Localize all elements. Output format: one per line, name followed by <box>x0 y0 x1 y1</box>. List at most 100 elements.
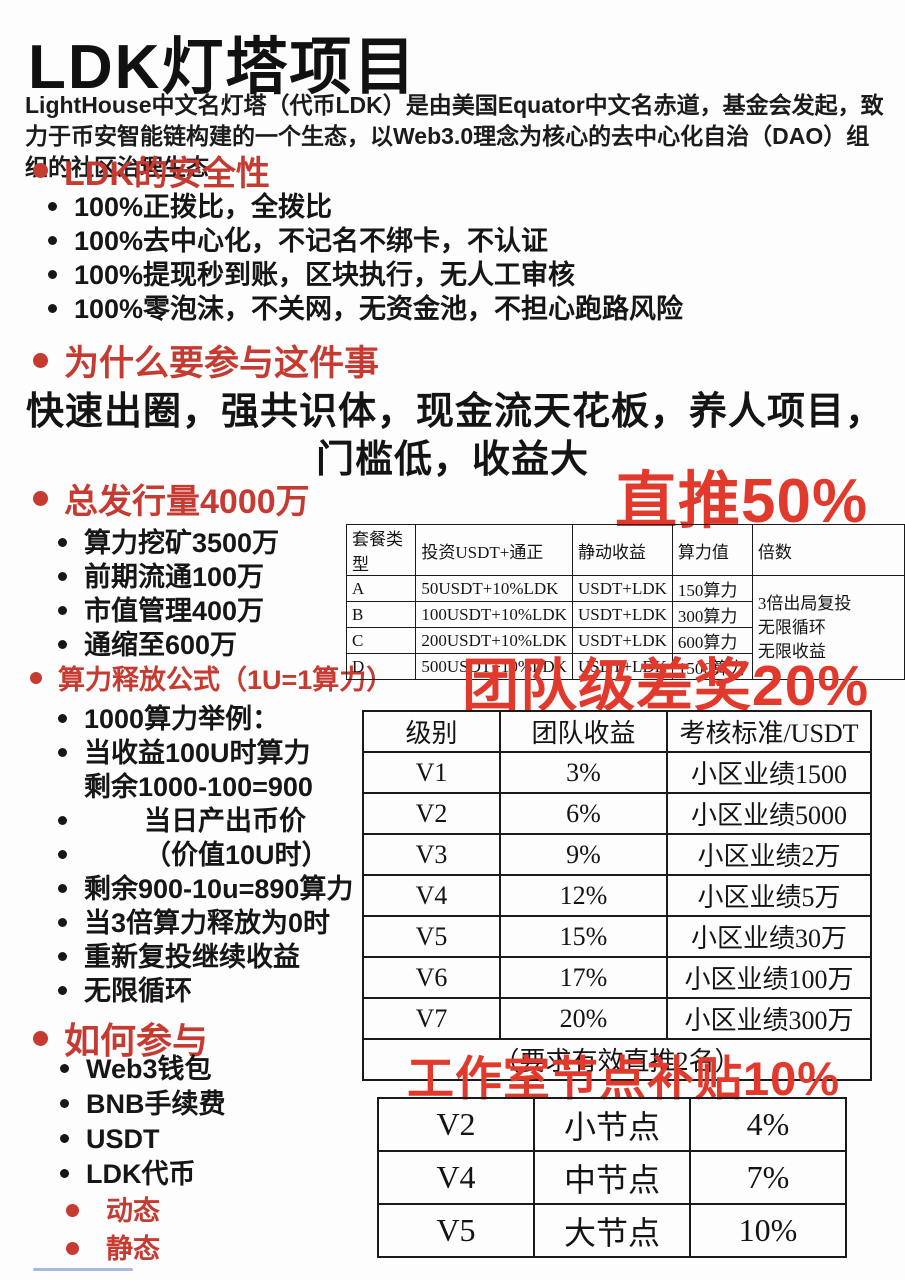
cell: 4% <box>689 1097 847 1152</box>
cell: 500USDT+10%LDK <box>415 653 573 680</box>
bullet-dot <box>60 1169 69 1178</box>
list-item-text: LDK代币 <box>86 1159 196 1189</box>
list-item: 100%去中心化，不记名不绑卡，不认证 <box>48 224 683 258</box>
cell: USDT+LDK <box>571 601 673 628</box>
node-table: V2 小节点 4% V4 中节点 7% V5 大节点 10% <box>377 1097 847 1258</box>
bullet-dot <box>48 202 57 211</box>
list-item-text: Web3钱包 <box>86 1054 212 1084</box>
list-item: 当收益100U时算力 剩余1000-100=900 <box>58 736 353 804</box>
list-item-text: 当3倍算力释放为0时 <box>84 908 331 938</box>
bullet-dot <box>58 714 67 723</box>
list-item-text: BNB手续费 <box>86 1089 226 1119</box>
cell: USDT+LDK <box>571 653 673 680</box>
cell: B <box>345 601 417 628</box>
cell: 150算力 <box>671 575 753 602</box>
list-item-text: 重新复投继续收益 <box>84 942 300 972</box>
bullet-dot <box>48 270 57 279</box>
bullet-dot <box>58 918 67 927</box>
cell: V4 <box>377 1150 535 1205</box>
bullet-dot <box>58 816 67 825</box>
bullet-dot <box>60 1099 69 1108</box>
bullet-dot <box>33 353 48 368</box>
list-item-text: （价值10U时） <box>144 840 329 870</box>
list-item-text: 市值管理400万 <box>84 596 265 626</box>
why-heading: 为什么要参与这件事 <box>33 335 379 386</box>
bullet-dot <box>33 491 48 506</box>
bullet-dot <box>66 1242 79 1255</box>
bullet-dot <box>58 538 67 547</box>
cell: V5 <box>362 915 501 958</box>
cell: 15% <box>499 915 668 958</box>
list-item-text: 无限循环 <box>84 976 192 1006</box>
table-row: A 50USDT+10%LDK USDT+LDK 150算力 3倍出局复投 无限… <box>345 575 905 680</box>
header-cell: 套餐类型 <box>345 524 417 576</box>
security-heading: LDK的安全性 <box>33 146 270 195</box>
list-item-text: 100%去中心化，不记名不绑卡，不认证 <box>74 226 549 256</box>
header-cell: 静动收益 <box>571 524 673 576</box>
list-item-text: 当收益100U时算力 剩余1000-100=900 <box>84 738 313 802</box>
bullet-dot <box>33 1030 48 1046</box>
list-item: 当3倍算力释放为0时 <box>58 906 353 940</box>
why-statement-line1: 快速出圈，强共识体，现金流天花板，养人项目， <box>26 391 885 433</box>
security-list: 100%正拨比，全拨比 100%去中心化，不记名不绑卡，不认证 100%提现秒到… <box>48 190 683 326</box>
participate-list: Web3钱包 BNB手续费 USDT LDK代币 <box>60 1052 226 1192</box>
list-item: 通缩至600万 <box>58 628 279 662</box>
list-item: （价值10U时） <box>58 838 353 872</box>
list-item-text: 1000算力举例： <box>84 704 280 734</box>
bullet-dot <box>58 606 67 615</box>
cell: V2 <box>362 792 501 835</box>
bullet-dot <box>60 1134 69 1143</box>
list-item: 100%提现秒到账，区块执行，无人工审核 <box>48 258 683 292</box>
cell: V1 <box>362 751 501 794</box>
list-item-text: 100%正拨比，全拨比 <box>74 192 333 222</box>
table-row: V7 20% 小区业绩300万 <box>362 997 872 1040</box>
formula-heading: 算力释放公式（1U=1算力） <box>30 658 393 697</box>
supply-heading: 总发行量4000万 <box>33 474 310 523</box>
table-row: V6 17% 小区业绩100万 <box>362 956 872 999</box>
participate-heading-label: 如何参与 <box>64 1020 209 1061</box>
formula-list: 1000算力举例： 当收益100U时算力 剩余1000-100=900 当日产出… <box>58 702 353 1008</box>
cell: 小区业绩30万 <box>666 915 872 958</box>
header-cell: 投资USDT+通正 <box>415 524 573 576</box>
cell: 100USDT+10%LDK <box>415 601 573 628</box>
list-item-text: 通缩至600万 <box>84 630 238 660</box>
cell: 3% <box>499 751 668 794</box>
bullet-dot <box>60 1064 69 1073</box>
bullet-dot <box>48 304 57 313</box>
table-header-row: 套餐类型 投资USDT+通正 静动收益 算力值 倍数 <box>345 524 905 576</box>
table-row: V4 中节点 7% <box>377 1150 847 1205</box>
cell: 小区业绩2万 <box>666 833 872 876</box>
header-cell: 倍数 <box>751 524 905 576</box>
cell: V6 <box>362 956 501 999</box>
cell: 17% <box>499 956 668 999</box>
cell: 50USDT+10%LDK <box>415 575 573 602</box>
list-item-text: 算力挖矿3500万 <box>84 528 280 558</box>
cell: V3 <box>362 833 501 876</box>
cell: 300算力 <box>671 601 753 628</box>
bullet-dot <box>33 163 48 178</box>
list-item: 前期流通100万 <box>58 560 279 594</box>
cell: 小区业绩5万 <box>666 874 872 917</box>
table-row: V3 9% 小区业绩2万 <box>362 833 872 876</box>
cell: 7% <box>689 1150 847 1205</box>
why-heading-label: 为什么要参与这件事 <box>64 344 380 383</box>
cell: 1500算力 <box>671 653 753 680</box>
list-item: 1000算力举例： <box>58 702 353 736</box>
table-row: C 200USDT+10%LDK USDT+LDK 600算力 <box>345 627 905 654</box>
bullet-dot <box>66 1204 79 1217</box>
bullet-dot <box>58 884 67 893</box>
team-award-banner: 团队级差奖20% <box>462 654 870 718</box>
cell: C <box>345 627 417 654</box>
table-row: V4 12% 小区业绩5万 <box>362 874 872 917</box>
table-row: V2 6% 小区业绩5000 <box>362 792 872 835</box>
cell: V7 <box>362 997 501 1040</box>
table-row: V1 3% 小区业绩1500 <box>362 751 872 794</box>
list-item: 100%正拨比，全拨比 <box>48 190 683 224</box>
list-item-text: 剩余900-10u=890算力 <box>84 874 354 904</box>
level-table: 级别 团队收益 考核标准/USDT V1 3% 小区业绩1500 V2 6% 小区业绩5… <box>362 710 872 1081</box>
bottom-blue-line <box>33 1268 133 1271</box>
package-table: 套餐类型 投资USDT+通正 静动收益 算力值 倍数 A 50USDT+10%L… <box>345 524 905 680</box>
cell: 10% <box>689 1203 847 1258</box>
node-subsidy-banner: 工作室节点补贴10% <box>407 1052 841 1105</box>
cell: USDT+LDK <box>571 575 673 602</box>
